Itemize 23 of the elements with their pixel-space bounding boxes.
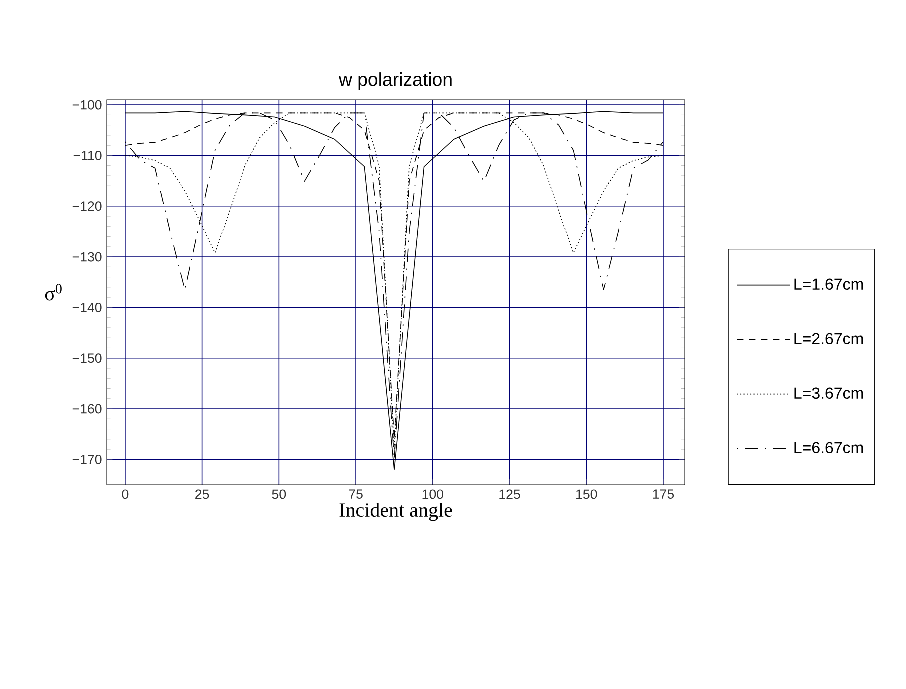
legend-label: L=1.67cm: [794, 278, 864, 290]
legend-label: L=3.67cm: [794, 388, 864, 400]
x-tick-label: 50: [272, 490, 286, 500]
legend-label: L=6.67cm: [794, 442, 864, 454]
legend-label: L=2.67cm: [794, 333, 864, 345]
y-tick-label: −160: [72, 404, 102, 414]
y-tick-label: −120: [72, 202, 102, 212]
y-tick-label: −110: [74, 151, 102, 160]
x-tick-label: 100: [422, 490, 444, 500]
y-tick-label: −170: [72, 454, 102, 464]
x-tick-label: 75: [349, 490, 363, 500]
x-tick-label: 25: [196, 490, 210, 500]
y-tick-label: −130: [72, 252, 102, 262]
x-tick-label: 175: [653, 490, 674, 500]
chart-title: w polarization: [338, 72, 452, 90]
y-tick-label: −150: [72, 354, 102, 364]
y-tick-label: −140: [72, 302, 102, 312]
y-tick-label: −100: [72, 100, 102, 110]
x-axis-title: Incident angle: [340, 502, 452, 522]
x-tick-label: 0: [122, 490, 129, 500]
y-axis-title: σ$^{0}$: [45, 284, 62, 301]
x-tick-label: 150: [576, 490, 598, 500]
x-tick-label: 125: [500, 490, 520, 500]
